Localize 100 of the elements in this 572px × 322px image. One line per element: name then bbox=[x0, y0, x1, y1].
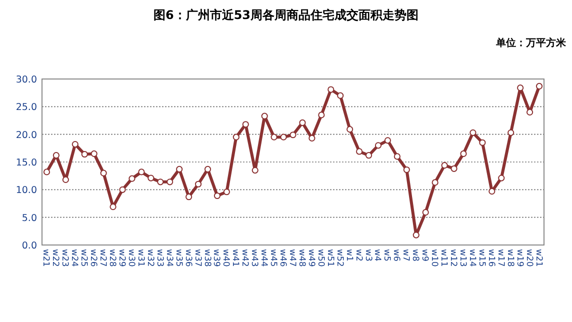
point bbox=[412, 232, 420, 238]
point bbox=[470, 129, 476, 136]
x-tick-label: w3 bbox=[362, 249, 373, 262]
point bbox=[328, 86, 334, 93]
x-tick-label: w45 bbox=[268, 249, 278, 267]
point bbox=[90, 150, 98, 157]
x-tick-label: w5 bbox=[382, 249, 392, 262]
x-tick-label: w11 bbox=[438, 249, 449, 267]
point bbox=[450, 165, 458, 172]
point bbox=[62, 176, 69, 184]
point bbox=[214, 192, 221, 200]
chart-title: 图6：广州市近53周各周商品住宅成交面积走势图 bbox=[153, 8, 419, 22]
point bbox=[194, 180, 202, 188]
x-tick-label: w14 bbox=[466, 249, 477, 267]
point bbox=[148, 174, 154, 182]
point bbox=[166, 178, 174, 186]
point bbox=[157, 178, 164, 186]
point bbox=[441, 162, 448, 169]
y-tick-label: 10.0 bbox=[16, 185, 37, 196]
point bbox=[176, 166, 183, 172]
point bbox=[308, 134, 316, 142]
y-tick-label: 15.0 bbox=[16, 158, 37, 168]
point bbox=[526, 108, 534, 116]
x-tick-label: w18 bbox=[504, 249, 515, 267]
x-tick-label: w38 bbox=[202, 249, 212, 267]
y-tick-label: 20.0 bbox=[16, 130, 37, 141]
x-tick-label: w30 bbox=[126, 249, 136, 267]
point bbox=[299, 119, 306, 126]
x-tick-label: w34 bbox=[164, 249, 174, 267]
x-tick-label: w24 bbox=[69, 249, 80, 267]
x-tick-label: w52 bbox=[334, 249, 344, 267]
x-tick-label: w25 bbox=[78, 249, 89, 267]
point bbox=[384, 137, 392, 144]
point bbox=[517, 84, 524, 92]
point bbox=[508, 129, 514, 136]
point bbox=[346, 126, 354, 133]
y-tick-label: 25.0 bbox=[16, 102, 37, 114]
x-tick-label: w12 bbox=[448, 249, 458, 267]
point bbox=[318, 112, 325, 118]
y-tick-label: 5.0 bbox=[22, 212, 37, 224]
point bbox=[100, 170, 107, 176]
x-tick-label: w2 bbox=[353, 249, 364, 262]
x-tick-label: w10 bbox=[429, 249, 440, 267]
x-tick-label: w28 bbox=[107, 249, 118, 267]
point bbox=[374, 142, 382, 149]
x-tick-label: w27 bbox=[98, 249, 108, 267]
x-tick-label: w50 bbox=[315, 249, 326, 267]
x-tick-label: w48 bbox=[296, 249, 306, 267]
point bbox=[119, 186, 126, 193]
point bbox=[186, 194, 192, 200]
point bbox=[128, 175, 136, 182]
point bbox=[110, 204, 116, 210]
x-tick-label: w42 bbox=[240, 249, 250, 267]
point bbox=[242, 121, 249, 128]
point bbox=[422, 209, 429, 216]
x-tick-label: w33 bbox=[154, 249, 164, 267]
x-tick-label: w31 bbox=[135, 249, 146, 267]
point bbox=[252, 167, 258, 174]
point bbox=[290, 132, 296, 138]
x-tick-label: w43 bbox=[249, 249, 260, 267]
point bbox=[261, 112, 268, 120]
x-tick-label: w4 bbox=[372, 249, 382, 262]
x-tick-label: w23 bbox=[60, 249, 70, 267]
x-tick-label: w36 bbox=[182, 249, 193, 267]
x-tick-label: w13 bbox=[457, 249, 468, 267]
point bbox=[43, 168, 50, 176]
point bbox=[365, 152, 372, 159]
point bbox=[488, 188, 496, 195]
x-tick-label: w41 bbox=[230, 249, 240, 267]
point bbox=[498, 174, 505, 182]
x-tick-label: w9 bbox=[420, 249, 430, 262]
x-tick-label: w22 bbox=[50, 249, 60, 267]
x-tick-label: w19 bbox=[514, 249, 524, 267]
y-tick-label: 30.0 bbox=[16, 74, 37, 86]
point bbox=[356, 148, 363, 155]
point bbox=[81, 150, 88, 158]
point bbox=[403, 166, 410, 174]
x-tick-label: w21 bbox=[533, 249, 544, 267]
x-tick-label: w40 bbox=[220, 249, 231, 267]
x-tick-label: w29 bbox=[116, 249, 127, 267]
point bbox=[337, 92, 344, 99]
x-tick-label: w17 bbox=[495, 249, 506, 267]
point bbox=[138, 168, 145, 176]
x-tick-label: w49 bbox=[306, 249, 316, 267]
x-tick-label: w44 bbox=[258, 249, 269, 267]
point bbox=[52, 152, 60, 159]
x-tick-label: w37 bbox=[192, 249, 202, 267]
y-tick-label: 0.0 bbox=[22, 240, 37, 252]
point bbox=[223, 188, 230, 196]
point bbox=[460, 150, 467, 157]
point bbox=[394, 153, 400, 160]
point bbox=[536, 82, 543, 90]
x-tick-label: w8 bbox=[410, 249, 420, 262]
x-tick-label: w51 bbox=[324, 249, 335, 267]
point bbox=[280, 134, 287, 140]
point bbox=[72, 140, 78, 148]
point bbox=[479, 139, 486, 146]
x-tick-label: w1 bbox=[344, 249, 354, 262]
x-tick-label: w46 bbox=[278, 249, 288, 267]
x-tick-label: w21 bbox=[40, 249, 51, 267]
